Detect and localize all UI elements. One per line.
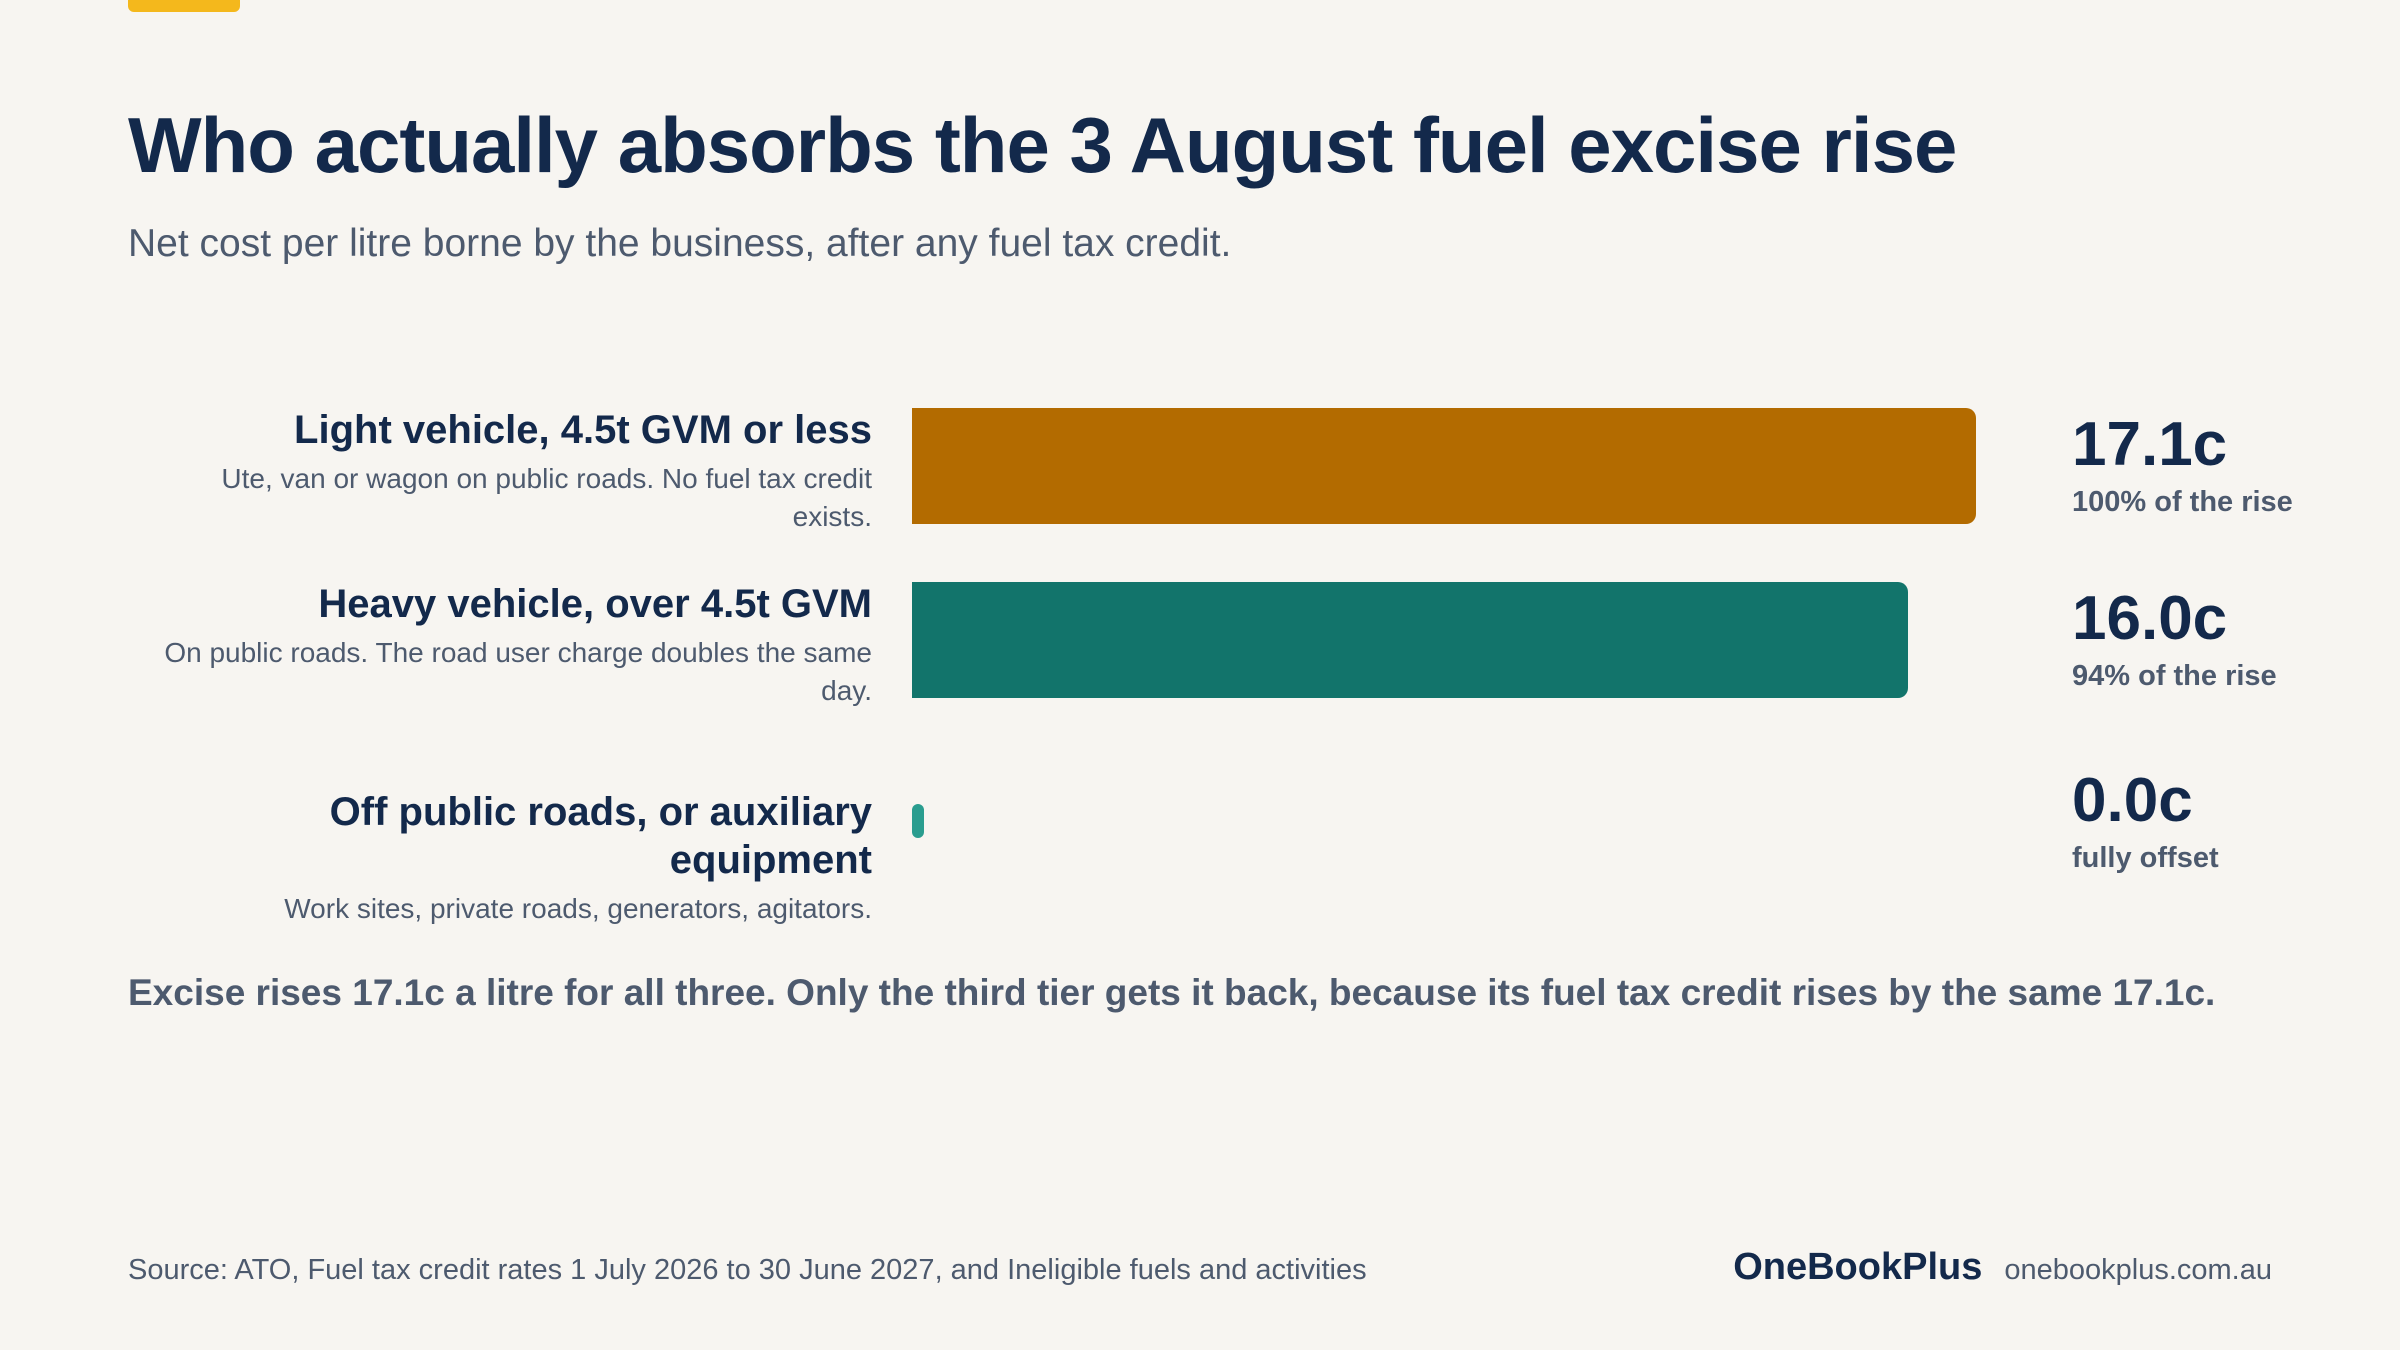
value-label: 16.0c 94% of the rise xyxy=(2072,584,2392,694)
brand-url: onebookplus.com.au xyxy=(2004,1254,2272,1286)
category-description: On public roads. The road user charge do… xyxy=(164,637,872,706)
takeaway-note: Excise rises 17.1c a litre for all three… xyxy=(128,972,2216,1013)
category-label: Off public roads, or auxiliary equipment… xyxy=(152,788,872,928)
category-name: Off public roads, or auxiliary equipment xyxy=(329,790,872,882)
bar xyxy=(912,582,1908,698)
category-description: Work sites, private roads, generators, a… xyxy=(284,893,872,924)
category-name: Light vehicle, 4.5t GVM or less xyxy=(294,408,872,452)
accent-bar xyxy=(128,0,240,12)
share-note: 94% of the rise xyxy=(2072,660,2277,692)
value-label: 0.0c fully offset xyxy=(2072,766,2392,876)
brand-logo: OneBookPlus xyxy=(1733,1246,1983,1288)
bar xyxy=(912,804,924,838)
data-label: 0.0c xyxy=(2072,766,2193,835)
share-note: 100% of the rise xyxy=(2072,486,2293,518)
category-label: Heavy vehicle, over 4.5t GVM On public ro… xyxy=(152,580,872,710)
source-note: Source: ATO, Fuel tax credit rates 1 Jul… xyxy=(128,1254,1367,1286)
data-label: 16.0c xyxy=(2072,584,2228,653)
category-name: Heavy vehicle, over 4.5t GVM xyxy=(318,582,872,626)
brand: OneBookPlus onebookplus.com.au xyxy=(1733,1246,2272,1289)
chart-title: Who actually absorbs the 3 August fuel e… xyxy=(128,101,1957,189)
value-label: 17.1c 100% of the rise xyxy=(2072,410,2392,520)
share-note: fully offset xyxy=(2072,842,2219,874)
chart-subtitle: Net cost per litre borne by the business… xyxy=(128,222,1232,265)
data-label: 17.1c xyxy=(2072,410,2228,479)
category-description: Ute, van or wagon on public roads. No fu… xyxy=(221,463,872,532)
category-label: Light vehicle, 4.5t GVM or less Ute, van … xyxy=(152,406,872,536)
bar xyxy=(912,408,1976,524)
